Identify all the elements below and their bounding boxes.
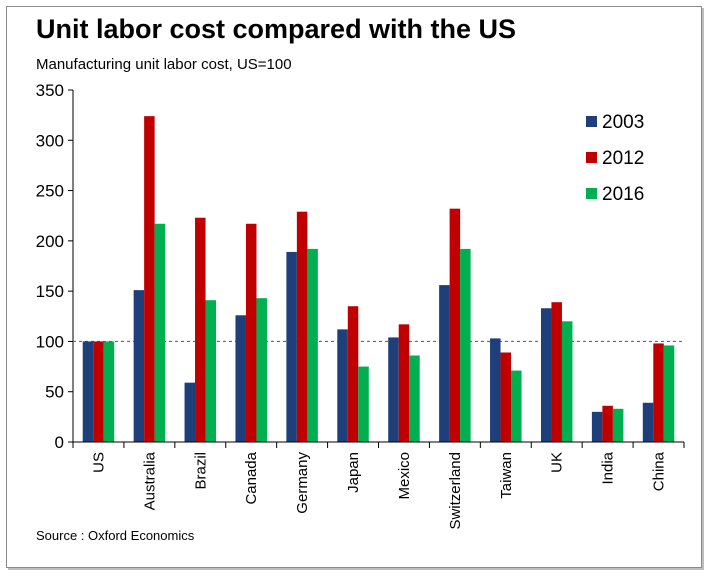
bar-2003-brazil [184, 382, 196, 442]
chart-frame [6, 6, 702, 568]
bar-2003-switzerland [439, 285, 450, 442]
bar-2016-taiwan [511, 370, 522, 442]
bar-2003-canada [235, 315, 246, 442]
x-tick-label-china: China [651, 451, 668, 491]
bar-2016-mexico [409, 355, 420, 442]
legend-swatch-2016 [586, 188, 597, 199]
x-tick-label-switzerland: Switzerland [447, 452, 464, 530]
bar-2003-japan [337, 329, 348, 442]
chart-subtitle: Manufacturing unit labor cost, US=100 [36, 56, 292, 73]
bar-2012-china [653, 343, 664, 442]
x-tick-label-australia: Australia [141, 451, 158, 510]
bar-2003-germany [286, 251, 297, 442]
y-tick-label: 300 [36, 131, 64, 150]
x-tick-label-taiwan: Taiwan [498, 452, 515, 499]
y-tick-label: 50 [45, 383, 64, 402]
y-tick-label: 250 [36, 182, 64, 201]
legend-swatch-2003 [586, 116, 597, 127]
x-tick-label-germany: Germany [294, 452, 311, 514]
bar-2012-brazil [195, 217, 206, 442]
bar-2012-germany [296, 211, 308, 442]
bar-2016-brazil [205, 300, 217, 442]
bar-2003-australia [133, 290, 145, 442]
bar-2016-canada [256, 298, 267, 442]
x-tick-label-japan: Japan [345, 452, 362, 493]
x-tick-label-india: India [600, 451, 617, 484]
legend-label-2016: 2016 [602, 184, 644, 205]
bar-2003-taiwan [490, 338, 501, 442]
bar-2012-india [602, 405, 613, 442]
y-tick-label: 350 [36, 81, 64, 100]
bar-2016-japan [358, 366, 369, 442]
x-tick-label-brazil: Brazil [192, 452, 209, 490]
bar-2016-uk [561, 321, 573, 442]
bar-2012-uk [551, 302, 562, 442]
x-tick-label-canada: Canada [243, 451, 260, 504]
bar-2016-china [663, 345, 675, 442]
y-tick-label: 100 [36, 332, 64, 351]
chart-title: Unit labor cost compared with the US [36, 14, 517, 44]
bar-2012-australia [144, 116, 155, 443]
bar-2012-switzerland [449, 208, 461, 442]
bar-2016-us [103, 341, 115, 442]
bar-2012-mexico [398, 324, 410, 442]
y-tick-label: 0 [55, 433, 64, 452]
legend-swatch-2012 [586, 152, 597, 163]
bar-2003-uk [540, 308, 552, 442]
y-tick-label: 150 [36, 282, 64, 301]
legend-label-2003: 2003 [602, 112, 644, 133]
chart-source: Source : Oxford Economics [36, 528, 195, 543]
x-tick-label-us: US [91, 452, 108, 473]
bar-2016-australia [154, 223, 166, 442]
x-tick-label-mexico: Mexico [396, 452, 413, 500]
bar-2003-china [642, 402, 654, 442]
bar-2012-japan [347, 306, 359, 442]
bar-2003-us [82, 341, 94, 442]
bar-2012-taiwan [500, 352, 512, 442]
bar-2016-india [612, 408, 624, 442]
bar-2012-us [93, 341, 104, 442]
bar-2016-switzerland [460, 248, 471, 442]
bar-2016-germany [307, 248, 318, 442]
bar-2003-mexico [388, 337, 399, 442]
x-tick-label-uk: UK [549, 452, 566, 473]
y-tick-label: 200 [36, 232, 64, 251]
bar-2012-canada [245, 223, 257, 442]
bar-2003-india [591, 411, 603, 442]
legend-label-2012: 2012 [602, 148, 644, 169]
